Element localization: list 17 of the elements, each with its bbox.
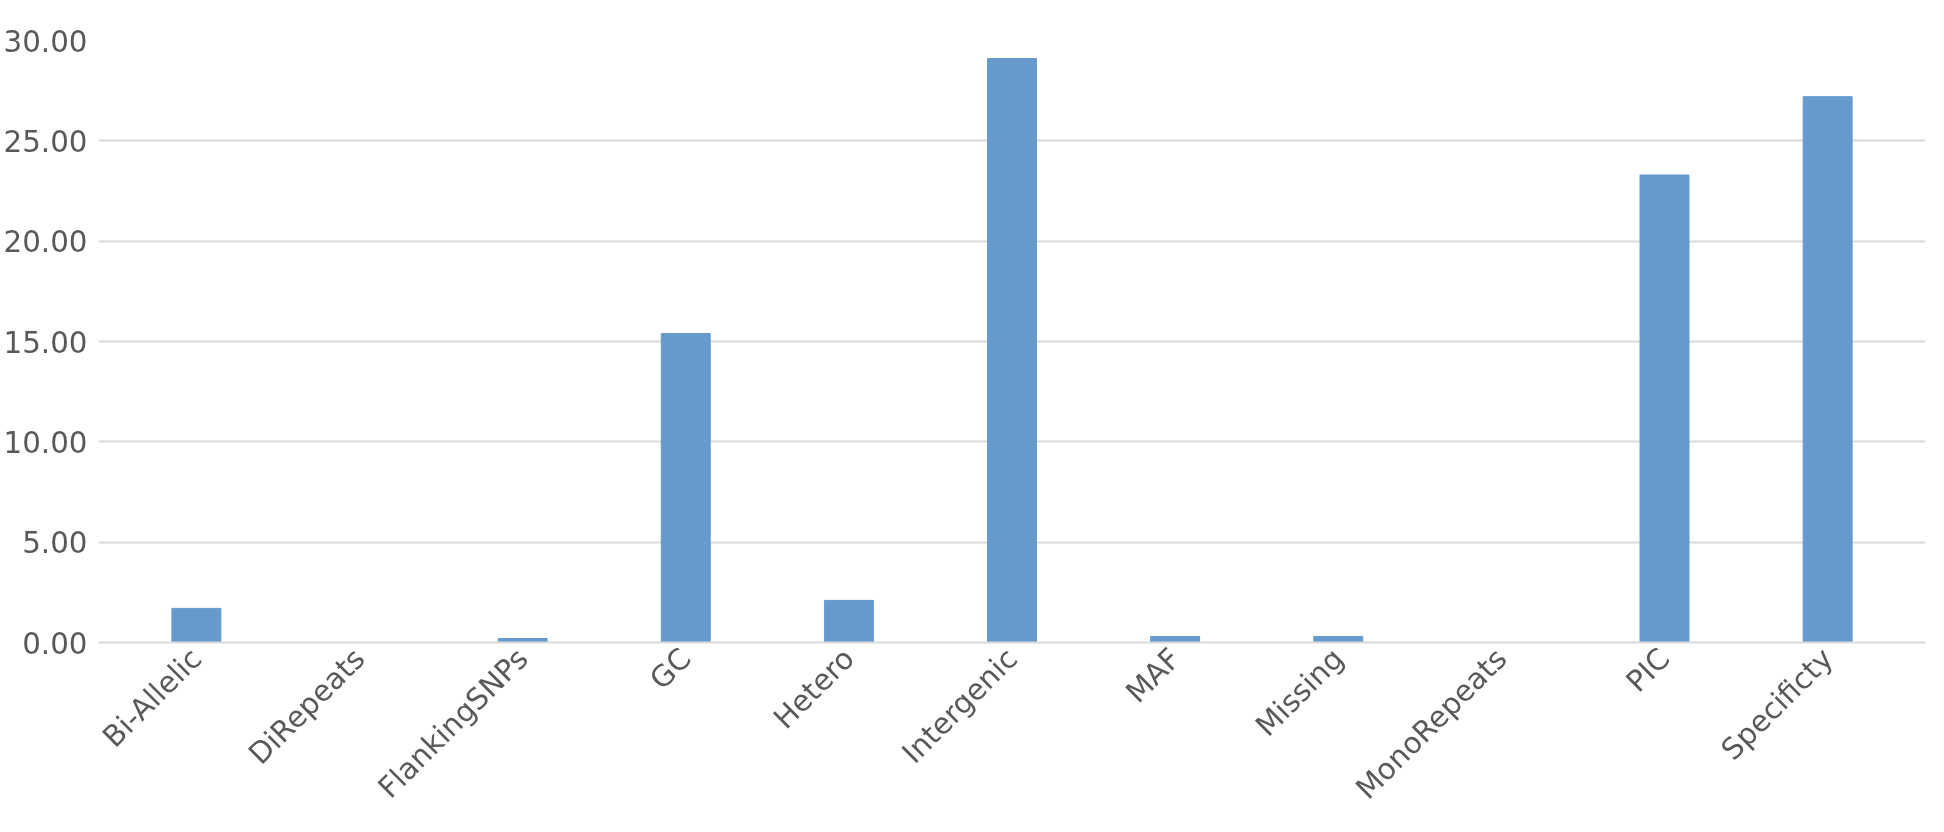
y-tick-label: 15.00 <box>3 325 88 360</box>
x-tick-label: GC <box>643 641 698 697</box>
bar <box>1150 635 1201 643</box>
y-tick-label: 5.00 <box>22 526 88 561</box>
bar <box>660 332 711 643</box>
y-tick-label: 30.00 <box>3 24 88 59</box>
y-tick-label: 20.00 <box>3 225 88 260</box>
bar <box>987 58 1037 643</box>
bar <box>823 599 874 643</box>
bar <box>1802 96 1853 643</box>
y-tick-label: 0.00 <box>22 626 88 661</box>
bar <box>171 607 222 643</box>
y-tick-label: 25.00 <box>3 124 88 159</box>
bar <box>1639 174 1690 643</box>
y-tick-label: 10.00 <box>3 425 88 460</box>
x-tick-label: PIC <box>1619 641 1677 699</box>
bar <box>1313 635 1364 643</box>
